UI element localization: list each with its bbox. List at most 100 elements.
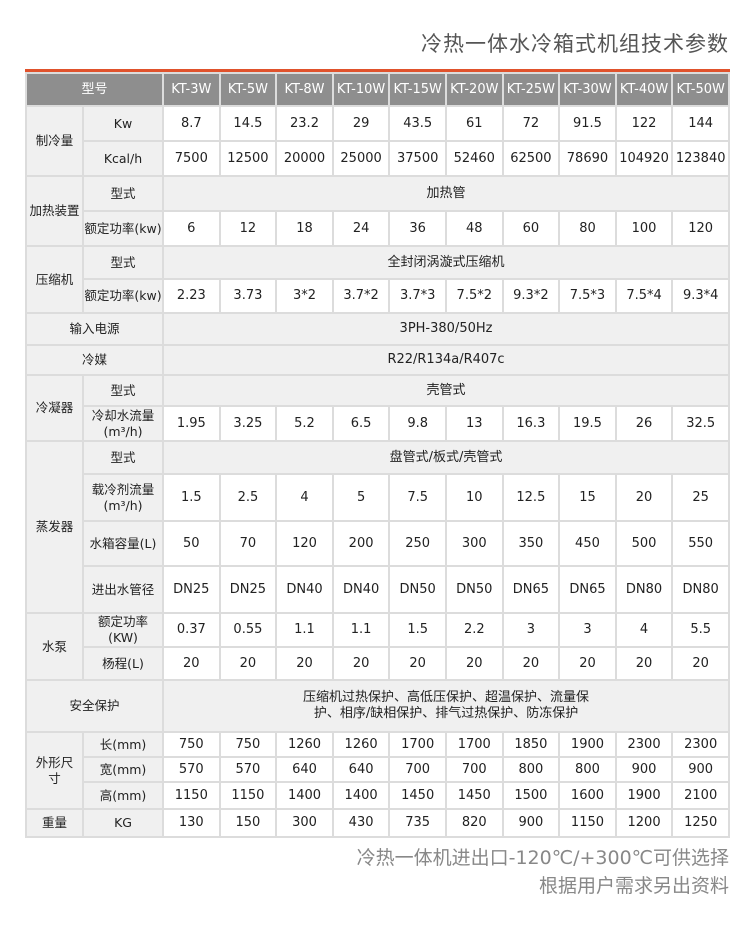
row-label: 型式 — [81, 175, 165, 212]
cell-value: 20 — [331, 646, 391, 681]
cell-value: 1.1 — [275, 612, 334, 648]
table-row: 压缩机 型式 全封闭涡漩式压缩机 — [25, 245, 730, 314]
cell-value: 1.1 — [331, 612, 391, 648]
cell-value: 3 — [558, 612, 617, 648]
cell-value: DN50 — [388, 565, 447, 614]
footer-note-1: 冷热一体机进出口-120℃/+300℃可供选择 — [356, 847, 729, 869]
row-label: 型式 — [81, 245, 165, 280]
cell-value: 750 — [218, 731, 278, 758]
header-model: KT-5W — [218, 72, 278, 107]
cell-value: DN50 — [444, 565, 504, 614]
cell-value: 1.95 — [162, 405, 221, 442]
table-row: 额定功率(kw) 6 12 18 24 36 48 60 80 100 120 — [26, 210, 730, 247]
cell-value: 9.8 — [388, 405, 447, 442]
cell-value: 4 — [614, 612, 674, 648]
row-label: 额定功率(kw) — [81, 278, 165, 314]
cell-value: 52460 — [444, 140, 504, 177]
row-label: 型式 — [81, 440, 165, 475]
cell-value: 3.7*2 — [331, 278, 391, 314]
header-model: KT-25W — [501, 72, 561, 107]
accent-line — [25, 69, 730, 72]
table-row: 冷凝器 型式 壳管式 — [25, 374, 730, 442]
cell-value: 3.73 — [218, 278, 278, 314]
header-model: KT-3W — [162, 72, 221, 107]
cell-value: 2100 — [671, 781, 730, 810]
row-label: 额定功率(KW) — [81, 612, 165, 648]
cell-value: 7.5*3 — [558, 278, 617, 314]
table-row: 进出水管径 DN25 DN25 DN40 DN40 DN50 DN50 DN65 DN65 DN8… — [26, 565, 730, 614]
table-row: 蒸发器 型式 盘管式/板式/壳管式 — [25, 440, 730, 614]
cell-value: 13 — [444, 405, 504, 442]
cell-value: 25 — [671, 473, 730, 522]
group-label: 蒸发器 — [25, 440, 84, 614]
spanning-value: 压缩机过热保护、高低压保护、超温保护、流量保护、相序/缺相保护、排气过热保护、防… — [162, 679, 730, 733]
row-label: 杨程(L) — [81, 646, 165, 681]
group-label: 水泵 — [25, 612, 84, 681]
cell-value: 1150 — [218, 781, 278, 810]
cell-value: 7.5 — [388, 473, 447, 522]
cell-value: 50 — [162, 520, 221, 567]
cell-value: 9.3*2 — [501, 278, 561, 314]
cell-value: 1500 — [501, 781, 561, 810]
cell-value: 6 — [162, 210, 221, 247]
cell-value: 570 — [218, 756, 278, 783]
cell-value: 250 — [388, 520, 447, 567]
cell-value: 91.5 — [558, 105, 617, 142]
cell-value: 20000 — [275, 140, 334, 177]
cell-value: 19.5 — [558, 405, 617, 442]
cell-value: 130 — [162, 808, 221, 838]
cell-value: 20 — [614, 646, 674, 681]
cell-value: 14.5 — [218, 105, 278, 142]
header-model: KT-20W — [444, 72, 504, 107]
cell-value: 1450 — [388, 781, 447, 810]
cell-value: 640 — [331, 756, 391, 783]
header-row: 型号 KT-3W KT-5W KT-8W KT-10W KT-15W KT-20W KT-25… — [24, 72, 730, 107]
table-row: 安全保护 压缩机过热保护、高低压保护、超温保护、流量保护、相序/缺相保护、排气过热… — [24, 679, 730, 733]
cell-value: 900 — [501, 808, 561, 838]
spanning-value: R22/R134a/R407c — [162, 344, 730, 376]
cell-value: 2.2 — [444, 612, 504, 648]
cell-value: 3.25 — [218, 405, 278, 442]
cell-value: 1450 — [444, 781, 504, 810]
cell-value: 1900 — [614, 781, 674, 810]
header-model: KT-50W — [671, 72, 730, 107]
cell-value: 820 — [444, 808, 504, 838]
cell-value: 1600 — [558, 781, 617, 810]
table-row: 输入电源 3PH-380/50Hz — [24, 312, 730, 346]
cell-value: 4 — [275, 473, 334, 522]
row-label: 型式 — [81, 374, 165, 407]
cell-value: 1150 — [162, 781, 221, 810]
cell-value: 500 — [614, 520, 674, 567]
cell-value: 1150 — [558, 808, 617, 838]
cell-value: 18 — [275, 210, 334, 247]
row-label: KG — [81, 808, 165, 838]
table-row: 高(mm) 1150 1150 1400 1400 1450 1450 1500 1600 190… — [26, 781, 730, 810]
group-label: 输入电源 — [24, 312, 165, 346]
cell-value: 3 — [501, 612, 561, 648]
cell-value: 640 — [275, 756, 334, 783]
row-label: 水箱容量(L) — [81, 520, 165, 567]
row-label: 宽(mm) — [81, 756, 165, 783]
cell-value: 12.5 — [501, 473, 561, 522]
cell-value: 1700 — [388, 731, 447, 758]
cell-value: 10 — [444, 473, 504, 522]
cell-value: 1400 — [331, 781, 391, 810]
table-row: 杨程(L) 20 20 20 20 20 20 20 20 20 20 — [26, 646, 730, 681]
group-label: 冷媒 — [24, 344, 165, 376]
cell-value: 26 — [614, 405, 674, 442]
row-label: Kw — [81, 105, 165, 142]
group-label: 加热装置 — [25, 175, 84, 247]
cell-value: 144 — [671, 105, 730, 142]
row-label: 载冷剂流量(m³/h) — [81, 473, 165, 522]
cell-value: 29 — [331, 105, 391, 142]
cell-value: 2.23 — [162, 278, 221, 314]
group-label: 冷凝器 — [25, 374, 84, 442]
cell-value: 9.3*4 — [671, 278, 730, 314]
cell-value: 900 — [614, 756, 674, 783]
cell-value: 5.2 — [275, 405, 334, 442]
cell-value: 3.7*3 — [388, 278, 447, 314]
cell-value: 735 — [388, 808, 447, 838]
cell-value: 37500 — [388, 140, 447, 177]
row-label: 进出水管径 — [81, 565, 165, 614]
header-model: KT-15W — [388, 72, 447, 107]
